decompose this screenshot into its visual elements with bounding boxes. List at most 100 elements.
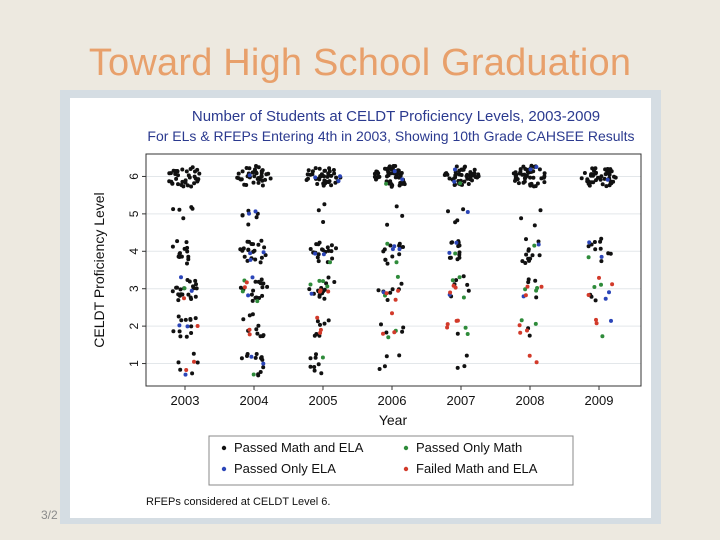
point-passed-math-ela <box>539 176 544 181</box>
point-passed-math-ela <box>450 240 455 245</box>
point-passed-math-ela <box>256 323 261 328</box>
point-passed-only-ela <box>536 242 541 247</box>
point-passed-math-ela <box>260 293 265 298</box>
point-passed-math-ela <box>184 240 189 245</box>
point-passed-math-ela <box>613 175 618 180</box>
point-failed-math-ela <box>184 368 189 372</box>
point-passed-math-ela <box>533 278 538 283</box>
point-passed-math-ela <box>182 246 187 251</box>
point-passed-math-ela <box>323 168 328 173</box>
point-passed-math-ela <box>453 173 458 178</box>
point-passed-math-ela <box>179 292 184 297</box>
slide-date-fragment: 3/2 <box>41 508 58 522</box>
point-failed-math-ela <box>539 284 544 289</box>
point-failed-math-ela <box>527 353 532 358</box>
point-passed-math-ela <box>461 207 466 212</box>
legend-label-passed-math-ela: Passed Math and ELA <box>234 440 364 455</box>
point-failed-math-ela <box>525 284 530 289</box>
point-passed-math-ela <box>260 168 265 173</box>
point-passed-math-ela <box>396 171 401 176</box>
point-passed-math-ela <box>250 170 255 175</box>
point-passed-math-ela <box>586 244 591 249</box>
point-passed-math-ela <box>393 164 398 168</box>
point-passed-math-ela <box>316 259 321 264</box>
point-passed-math-ela <box>442 173 447 177</box>
point-passed-only-ela <box>247 211 251 216</box>
point-passed-math-ela <box>186 257 191 262</box>
point-passed-only-math <box>458 181 463 186</box>
point-passed-math-ela <box>259 255 264 260</box>
scatter-chart: Number of Students at CELDT Proficiency … <box>70 98 651 518</box>
point-passed-math-ela <box>174 285 179 290</box>
point-passed-only-math <box>519 318 524 323</box>
point-passed-math-ela <box>519 216 524 221</box>
point-passed-math-ela <box>326 275 331 280</box>
point-failed-math-ela <box>523 293 528 298</box>
point-passed-math-ela <box>253 355 258 360</box>
point-failed-math-ela <box>318 289 322 294</box>
point-passed-only-ela <box>390 247 395 252</box>
point-passed-math-ela <box>258 370 263 374</box>
point-passed-math-ela <box>317 177 322 182</box>
point-passed-math-ela <box>192 174 197 179</box>
point-passed-only-math <box>384 181 389 186</box>
point-passed-math-ela <box>307 287 312 292</box>
point-passed-math-ela <box>528 175 533 180</box>
point-passed-only-ela <box>528 167 533 172</box>
point-failed-math-ela <box>195 324 200 328</box>
point-passed-math-ela <box>306 176 310 181</box>
point-passed-only-ela <box>313 251 318 256</box>
point-passed-math-ela <box>167 179 172 184</box>
point-passed-only-ela <box>261 361 266 366</box>
point-passed-math-ela <box>317 293 322 298</box>
point-passed-math-ela <box>197 171 202 176</box>
point-passed-math-ela <box>513 178 517 183</box>
y-tick-label-3: 3 <box>127 285 141 292</box>
point-passed-math-ela <box>314 332 319 336</box>
chart-panel: Number of Students at CELDT Proficiency … <box>60 90 661 524</box>
point-passed-only-math <box>328 260 332 265</box>
point-failed-math-ela <box>242 285 247 290</box>
point-passed-only-math <box>251 372 256 377</box>
point-passed-math-ela <box>196 177 201 182</box>
point-passed-math-ela <box>240 213 245 218</box>
point-passed-math-ela <box>526 280 531 285</box>
point-failed-math-ela <box>318 330 323 335</box>
legend-marker-passed-only-math <box>403 445 409 451</box>
point-passed-only-ela <box>261 250 266 255</box>
point-passed-only-math <box>599 282 603 287</box>
point-passed-math-ela <box>254 352 259 356</box>
point-passed-math-ela <box>386 172 391 177</box>
point-passed-math-ela <box>315 319 320 324</box>
point-passed-only-ela <box>534 165 539 169</box>
point-passed-math-ela <box>242 254 247 259</box>
chart-subtitle: For ELs & RFEPs Entering 4th in 2003, Sh… <box>147 128 634 144</box>
point-passed-math-ela <box>312 368 317 373</box>
point-passed-math-ela <box>256 165 261 170</box>
point-passed-only-math <box>453 251 458 256</box>
y-tick-label-1: 1 <box>127 360 141 367</box>
point-passed-math-ela <box>258 260 263 265</box>
point-passed-math-ela <box>194 286 199 291</box>
point-passed-math-ela <box>177 207 182 212</box>
y-tick-label-5: 5 <box>127 210 141 217</box>
point-passed-only-math <box>386 335 391 340</box>
point-passed-math-ela <box>454 164 459 169</box>
point-passed-math-ela <box>178 367 183 372</box>
point-failed-math-ela <box>326 289 331 294</box>
point-passed-math-ela <box>189 331 194 335</box>
point-passed-math-ela <box>396 168 401 173</box>
point-passed-math-ela <box>189 184 194 189</box>
point-passed-math-ela <box>384 354 389 359</box>
point-passed-math-ela <box>189 324 194 329</box>
point-passed-only-ela <box>309 291 314 296</box>
point-passed-math-ela <box>379 322 383 327</box>
x-axis: 2003 2004 2005 2006 2007 2008 2009 <box>171 386 613 408</box>
point-passed-only-math <box>308 282 313 287</box>
point-passed-math-ela <box>383 166 387 171</box>
point-failed-math-ela <box>445 322 450 327</box>
point-passed-math-ela <box>188 167 193 171</box>
point-passed-math-ela <box>523 174 528 179</box>
point-passed-math-ela <box>245 354 249 358</box>
point-passed-math-ela <box>193 278 198 283</box>
